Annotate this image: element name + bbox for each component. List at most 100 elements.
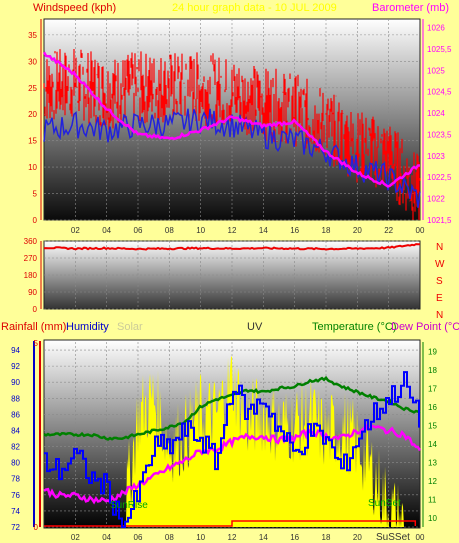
wind-tick-label: 5 <box>33 190 38 199</box>
wind-tick-label: 0 <box>33 216 38 225</box>
solar-legend: Solar <box>117 321 143 333</box>
direction-y-ticks: 360 270 180 90 0 <box>24 237 42 314</box>
humidity-tick-label: 84 <box>11 426 20 435</box>
compass-n-bottom: N <box>436 310 443 321</box>
wind-x-label: 20 <box>353 226 362 235</box>
baro-tick-label: 1025,5 <box>427 45 452 54</box>
rainfall-axis-title: Rainfall (mm) <box>1 321 66 333</box>
wind-tick-label: 20 <box>28 110 37 119</box>
baro-tick-label: 1022 <box>427 195 445 204</box>
wind-x-label: 18 <box>322 226 331 235</box>
rain-tick-label: 5 <box>34 339 39 348</box>
temp-tick-label: 15 <box>428 421 437 430</box>
lower-x-label: 10 <box>196 533 205 542</box>
dir-tick-label: 360 <box>24 237 38 246</box>
baro-tick-label: 1024 <box>427 109 445 118</box>
wind-x-ticks: 02 04 06 08 10 12 14 16 18 20 22 00 <box>71 226 425 235</box>
lower-x-label: 20 <box>353 533 362 542</box>
lower-x-label: 18 <box>322 533 331 542</box>
wind-x-label: 06 <box>134 226 143 235</box>
baro-tick-label: 1023 <box>427 152 445 161</box>
wind-series <box>42 49 421 220</box>
baro-tick-label: 1026 <box>427 24 445 33</box>
temperature-y-ticks: 19 18 17 16 15 14 13 12 11 10 <box>422 342 437 527</box>
wind-y-ticks: 35 30 25 20 15 10 5 0 <box>28 19 42 225</box>
temperature-axis-title: Temperature (°C) <box>312 321 396 333</box>
compass-s: S <box>436 276 443 287</box>
compass-labels: N W S E N <box>435 242 445 321</box>
wind-tick-label: 30 <box>28 57 37 66</box>
humidity-tick-label: 80 <box>11 459 20 468</box>
temp-tick-label: 18 <box>428 366 437 375</box>
lower-x-ticks: 02 04 06 08 10 12 14 16 18 20 00 <box>71 533 425 542</box>
humidity-tick-label: 76 <box>11 491 20 500</box>
dir-tick-label: 180 <box>24 271 38 280</box>
baro-tick-label: 1021,5 <box>427 216 452 225</box>
wind-x-label: 02 <box>71 226 80 235</box>
humidity-y-ticks: 94 92 90 88 86 84 82 80 78 76 74 72 <box>11 346 20 532</box>
humidity-line <box>44 371 420 528</box>
barometer-axis-title: Barometer (mb) <box>372 2 449 14</box>
temp-tick-label: 13 <box>428 458 437 467</box>
humidity-tick-label: 90 <box>11 378 20 387</box>
lower-x-label: 16 <box>290 533 299 542</box>
humidity-tick-label: 88 <box>11 394 20 403</box>
sunset-axis-label: SuSSet <box>376 532 410 543</box>
wind-x-label: 16 <box>290 226 299 235</box>
compass-w: W <box>435 259 445 270</box>
dir-tick-label: 0 <box>33 305 38 314</box>
humidity-tick-label: 92 <box>11 362 20 371</box>
dewpoint-axis-title: Dew Point (°C) <box>391 321 459 333</box>
wind-x-label: 12 <box>228 226 237 235</box>
dewpoint-line <box>43 423 422 505</box>
sunset-label: SunSet <box>368 498 401 509</box>
direction-series <box>43 243 420 251</box>
temp-tick-label: 10 <box>428 514 437 523</box>
lower-series <box>43 356 422 528</box>
compass-n-top: N <box>436 242 443 253</box>
baro-tick-label: 1024,5 <box>427 88 452 97</box>
rain-y-ticks: 50 <box>34 339 39 532</box>
wind-x-label: 04 <box>102 226 111 235</box>
wind-grid <box>44 19 420 221</box>
lower-x-label: 12 <box>228 533 237 542</box>
humidity-tick-label: 74 <box>11 507 20 516</box>
wind-x-label: 14 <box>259 226 268 235</box>
dir-tick-label: 270 <box>24 254 38 263</box>
dir-tick-label: 90 <box>28 288 37 297</box>
chart-title: 24 hour graph data - 10 JUL 2009 <box>172 2 337 14</box>
humidity-legend: Humidity <box>66 321 109 333</box>
wind-x-label: 08 <box>165 226 174 235</box>
humidity-tick-label: 82 <box>11 443 20 452</box>
temp-tick-label: 16 <box>428 403 437 412</box>
rainfall-line <box>44 520 417 527</box>
wind-tick-label: 10 <box>28 163 37 172</box>
lower-x-label: 08 <box>165 533 174 542</box>
humidity-tick-label: 72 <box>11 523 20 532</box>
wind-tick-label: 35 <box>28 31 37 40</box>
compass-e: E <box>436 293 443 304</box>
wind-x-label: 22 <box>384 226 393 235</box>
wind-x-label: 10 <box>196 226 205 235</box>
baro-tick-label: 1022,5 <box>427 173 452 182</box>
humidity-tick-label: 86 <box>11 410 20 419</box>
lower-x-label: 02 <box>71 533 80 542</box>
humidity-tick-label: 94 <box>11 346 20 355</box>
rain-tick-label: 0 <box>34 523 39 532</box>
temp-tick-label: 14 <box>428 440 437 449</box>
lower-x-label: 04 <box>102 533 111 542</box>
temp-tick-label: 17 <box>428 384 437 393</box>
temp-tick-label: 11 <box>428 495 437 504</box>
baro-tick-label: 1023,5 <box>427 130 452 139</box>
lower-x-label: 06 <box>134 533 143 542</box>
sunrise-label: SunRise <box>110 500 148 511</box>
temp-tick-label: 19 <box>428 347 437 356</box>
direction-grid <box>44 240 420 310</box>
barometer-y-ticks: 1026 1025,5 1025 1024,5 1024 1023,5 1023 1022,5… <box>422 19 452 225</box>
baro-tick-label: 1025 <box>427 66 445 75</box>
wind-x-label: 00 <box>416 226 425 235</box>
humidity-tick-label: 78 <box>11 475 20 484</box>
uv-legend: UV <box>247 321 263 333</box>
lower-x-label: 14 <box>259 533 268 542</box>
